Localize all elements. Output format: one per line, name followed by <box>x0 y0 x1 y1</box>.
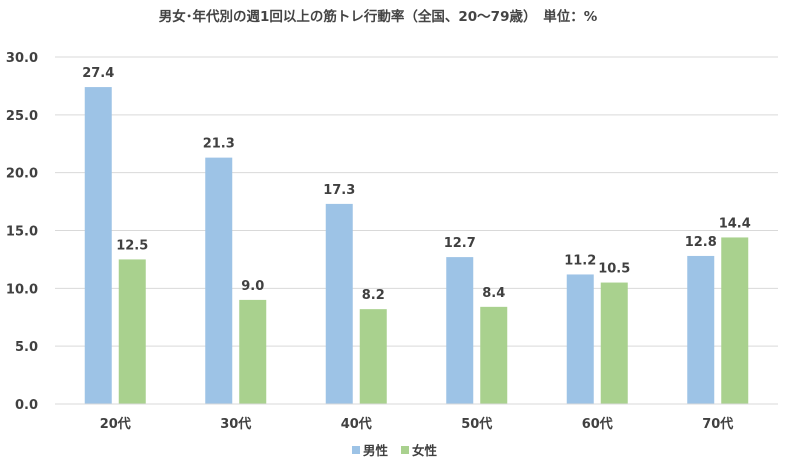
bar-female-4 <box>600 282 628 404</box>
data-label: 21.3 <box>203 137 235 152</box>
data-label: 27.4 <box>82 66 114 81</box>
gridlines <box>55 56 778 347</box>
data-label: 8.2 <box>362 288 385 303</box>
chart-title: 男女･年代別の週1回以上の筋トレ行動率（全国、20～79歳） 単位：% <box>159 8 598 25</box>
bar-female-2 <box>359 309 387 404</box>
x-category-label: 30代 <box>220 416 251 432</box>
y-tick-label: 20.0 <box>6 167 38 182</box>
x-category-label: 70代 <box>702 416 733 432</box>
y-tick-label: 0.0 <box>15 398 38 413</box>
legend-swatch <box>352 446 360 454</box>
y-tick-label: 5.0 <box>15 340 38 355</box>
bar-female-5 <box>721 237 749 404</box>
bar-male-2 <box>325 203 353 404</box>
data-label: 11.2 <box>564 253 596 268</box>
y-tick-label: 30.0 <box>6 51 38 66</box>
bar-male-4 <box>566 274 594 404</box>
bars <box>84 87 749 404</box>
y-axis-ticks: 0.0 5.0 10.0 15.0 20.0 25.0 30.0 <box>6 51 38 413</box>
data-label: 12.5 <box>116 238 148 253</box>
legend-label: 女性 <box>412 443 438 458</box>
bar-male-0 <box>84 87 112 404</box>
data-labels: 27.4 12.5 21.3 9.0 17.3 8.2 12.7 8.4 11.210.5 12.… <box>82 66 751 303</box>
legend: 男性 女性 <box>352 443 438 458</box>
bar-female-3 <box>480 306 508 404</box>
data-label: 12.7 <box>444 236 476 251</box>
data-label: 14.4 <box>719 216 751 231</box>
x-category-label: 40代 <box>341 416 372 432</box>
bar-male-5 <box>687 255 715 404</box>
y-tick-label: 25.0 <box>6 109 38 124</box>
data-label: 17.3 <box>323 183 355 198</box>
legend-swatch <box>401 446 409 454</box>
data-label: 10.5 <box>598 262 630 277</box>
bar-male-1 <box>205 157 233 404</box>
x-category-label: 60代 <box>582 416 613 432</box>
x-axis-categories: 20代 30代 40代 50代 60代 70代 <box>100 416 734 432</box>
y-tick-label: 10.0 <box>6 282 38 297</box>
y-tick-label: 15.0 <box>6 225 38 240</box>
data-label: 12.8 <box>685 235 717 250</box>
bar-male-3 <box>446 257 474 404</box>
data-label: 8.4 <box>482 286 505 301</box>
x-category-label: 20代 <box>100 416 131 432</box>
data-label: 9.0 <box>241 279 264 294</box>
legend-label: 男性 <box>363 443 389 458</box>
bar-female-0 <box>118 259 146 404</box>
x-category-label: 50代 <box>461 416 492 432</box>
bar-female-1 <box>239 299 267 404</box>
